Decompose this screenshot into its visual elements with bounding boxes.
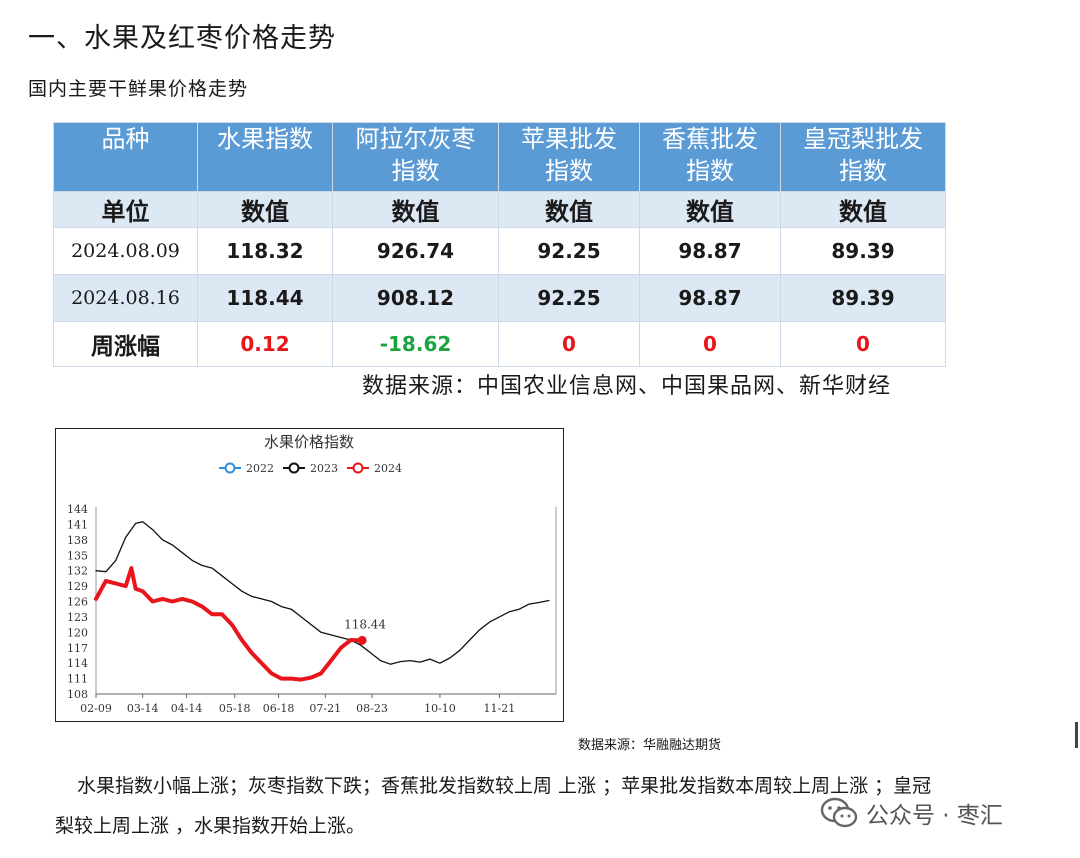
y-tick-label: 138	[67, 534, 88, 547]
chart-title: 水果价格指数	[264, 433, 354, 451]
table-change-row: 周涨幅 0.12 -18.62 0 0 0	[53, 321, 946, 367]
header-line: 水果指数	[217, 125, 313, 153]
header-line: 阿拉尔灰枣	[355, 125, 476, 153]
table-unit-row: 单位 数值 数值 数值 数值 数值	[53, 191, 946, 228]
header-line: 皇冠梨批发	[803, 125, 923, 153]
x-tick-label: 11-21	[484, 702, 516, 715]
x-tick-label: 07-21	[309, 702, 341, 715]
header-cell: 皇冠梨批发 指数	[780, 122, 946, 192]
header-cell: 苹果批发 指数	[498, 122, 640, 192]
y-tick-label: 114	[67, 657, 88, 670]
header-line: 指数	[686, 157, 734, 185]
value-cell: 926.74	[332, 227, 499, 275]
x-tick-label: 10-10	[424, 702, 456, 715]
header-line: 品种	[101, 125, 150, 153]
table-row: 2024.08.16 118.44 908.12 92.25 98.87 89.39	[53, 274, 946, 322]
header-line: 指数	[391, 157, 440, 185]
y-tick-label: 144	[67, 503, 88, 516]
value-cell: 118.44	[197, 274, 333, 322]
section-heading: 一、水果及红枣价格走势	[28, 23, 336, 54]
header-line: 香蕉批发	[662, 125, 758, 153]
y-tick-label: 129	[67, 580, 88, 593]
y-tick-label: 135	[67, 549, 88, 562]
legend-marker	[288, 462, 300, 474]
change-cell: 0	[498, 321, 640, 367]
watermark: 公众号 · 枣汇	[820, 796, 1003, 830]
x-tick-label: 06-18	[263, 702, 295, 715]
change-cell: 0.12	[197, 321, 333, 367]
x-tick-label: 05-18	[219, 702, 251, 715]
header-line: 苹果批发	[521, 125, 617, 153]
value-cell: 89.39	[780, 274, 946, 322]
header-cell: 阿拉尔灰枣 指数	[332, 122, 499, 192]
wechat-icon	[820, 797, 858, 828]
summary-paragraph: 水果指数小幅上涨；灰枣指数下跌；香蕉批发指数较上周 上涨 ；苹果批发指数本周较上…	[55, 766, 1065, 846]
series-line-2023	[95, 521, 550, 665]
fruit-index-chart: 水果价格指数 2022 2023 2024 108 111 114 117 120 123 126 1…	[55, 428, 564, 722]
value-cell: 92.25	[498, 227, 640, 275]
y-tick-label: 126	[67, 596, 88, 609]
x-tick-label: 04-14	[171, 702, 203, 715]
y-tick-label: 108	[67, 688, 88, 701]
value-cell: 98.87	[639, 274, 781, 322]
legend-marker	[352, 462, 364, 474]
x-tick-label: 03-14	[127, 702, 159, 715]
change-cell: 0	[639, 321, 781, 367]
value-cell: 118.32	[197, 227, 333, 275]
chart-source: 数据来源：华融融达期货	[578, 738, 722, 753]
date-cell: 2024.08.16	[53, 274, 198, 322]
unit-cell: 数值	[332, 191, 499, 228]
y-tick-label: 120	[67, 626, 88, 639]
y-tick-label: 111	[67, 673, 88, 686]
y-tick-label: 123	[67, 611, 88, 624]
summary-line-2: 梨较上周上涨 ，水果指数开始上涨。	[55, 815, 366, 837]
change-label: 周涨幅	[53, 321, 198, 367]
legend-label: 2023	[310, 462, 338, 475]
date-cell: 2024.08.09	[53, 227, 198, 275]
legend-label: 2022	[246, 462, 274, 475]
watermark-text: 公众号 · 枣汇	[866, 803, 1003, 829]
change-cell: 0	[780, 321, 946, 367]
legend-label: 2024	[374, 462, 402, 475]
x-tick-label: 08-23	[356, 702, 388, 715]
value-cell: 98.87	[639, 227, 781, 275]
value-cell: 92.25	[498, 274, 640, 322]
x-tick-label: 02-09	[80, 702, 112, 715]
legend-marker	[224, 462, 236, 474]
header-cell: 品种	[53, 122, 198, 192]
value-cell: 89.39	[780, 227, 946, 275]
price-table: 品种 水果指数 阿拉尔灰枣 指数 苹果批发 指数 香蕉批发 指数 皇冠梨批发 指数 单位 数值 数值数…	[53, 122, 946, 367]
header-line: 指数	[545, 157, 593, 185]
unit-cell: 单位	[53, 191, 198, 228]
chart-svg: 水果价格指数 2022 2023 2024 108 111 114 117 120 123 126 1…	[67, 433, 557, 715]
unit-cell: 数值	[780, 191, 946, 228]
last-point-marker	[357, 635, 367, 645]
header-cell: 香蕉批发 指数	[639, 122, 781, 192]
table-header-row: 品种 水果指数 阿拉尔灰枣 指数 苹果批发 指数 香蕉批发 指数 皇冠梨批发 指数	[53, 122, 946, 192]
series-line-2024	[94, 566, 365, 682]
change-cell: -18.62	[332, 321, 499, 367]
table-source: 数据来源：中国农业信息网、中国果品网、新华财经	[362, 374, 892, 399]
header-line: 指数	[839, 157, 887, 185]
y-tick-label: 141	[67, 518, 88, 531]
section-subheading: 国内主要干鲜果价格走势	[28, 78, 249, 100]
value-cell: 908.12	[332, 274, 499, 322]
edge-marker	[1075, 722, 1078, 748]
unit-cell: 数值	[639, 191, 781, 228]
y-tick-label: 117	[67, 642, 88, 655]
last-value-label: 118.44	[344, 617, 386, 631]
header-cell: 水果指数	[197, 122, 333, 192]
table-row: 2024.08.09 118.32 926.74 92.25 98.87 89.39	[53, 227, 946, 275]
unit-cell: 数值	[498, 191, 640, 228]
unit-cell: 数值	[197, 191, 333, 228]
y-tick-label: 132	[67, 565, 88, 578]
summary-line-1: 水果指数小幅上涨；灰枣指数下跌；香蕉批发指数较上周 上涨 ；苹果批发指数本周较上…	[77, 775, 932, 797]
